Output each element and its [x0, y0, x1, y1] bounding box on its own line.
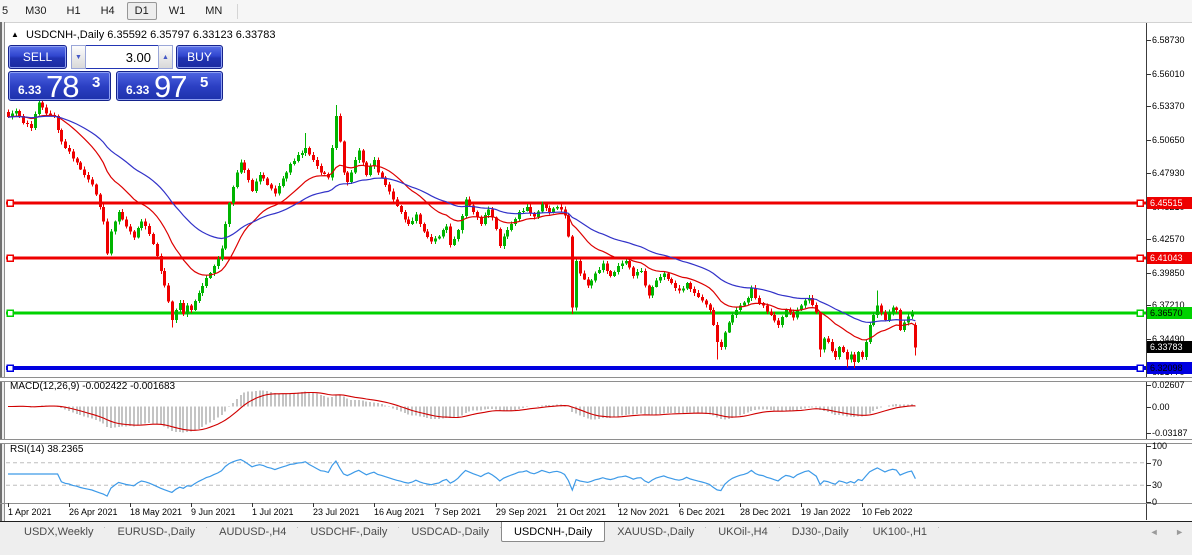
date-axis-separator — [0, 503, 1192, 504]
chart-tab-usdx-weekly[interactable]: USDX,Weekly — [12, 522, 106, 542]
one-click-trading-panel: SELL ▼ ▲ BUY 6.33 78 3 6.33 97 5 — [8, 45, 223, 104]
chart-tab-usdchf-daily[interactable]: USDCHF-,Daily — [298, 522, 400, 542]
macd-splitter[interactable] — [0, 377, 1192, 382]
hline-handle[interactable] — [6, 364, 14, 372]
buy-button[interactable]: BUY — [176, 45, 223, 69]
chart-tabs-bar: USDX,Weekly EURUSD-,Daily AUDUSD-,H4 USDCHF… — [0, 521, 1192, 555]
sell-price-pip-digit: 3 — [92, 74, 101, 91]
price-axis-separator — [1146, 23, 1147, 520]
timeframe-button-5[interactable]: 5 — [2, 5, 9, 17]
timeframe-button-d1[interactable]: D1 — [126, 2, 157, 20]
macd-label: MACD(12,26,9) -0.002422 -0.001683 — [10, 381, 176, 392]
axis-ticks — [8, 40, 1151, 507]
timeframe-button-h1[interactable]: H1 — [66, 5, 81, 17]
timeframe-button-w1[interactable]: W1 — [168, 5, 186, 17]
rsi-levels — [6, 462, 1146, 486]
rsi-line — [8, 458, 916, 497]
toolbar-separator — [237, 3, 239, 19]
volume-input[interactable] — [86, 45, 158, 69]
sell-price-big-digits: 78 — [46, 69, 79, 104]
timeframe-toolbar: 5 M30 H1 H4 D1 W1 MN — [0, 0, 1192, 23]
rsi-splitter[interactable] — [0, 439, 1192, 444]
hline-handle[interactable] — [6, 309, 14, 317]
hline-handle[interactable] — [6, 199, 14, 207]
sell-price-display[interactable]: 6.33 78 3 — [8, 69, 111, 104]
sell-button[interactable]: SELL — [8, 45, 67, 69]
hline-handle[interactable] — [1136, 199, 1144, 207]
rsi-label: RSI(14) 38.2365 — [10, 444, 84, 455]
window-left-border — [0, 22, 5, 521]
horizontal-levels — [6, 199, 1146, 372]
hline-handle[interactable] — [1136, 254, 1144, 262]
ma-fast-line — [7, 114, 916, 341]
buy-price-prefix: 6.33 — [126, 83, 150, 97]
chart-tab-xauusd-daily[interactable]: XAUUSD-,Daily — [605, 522, 707, 542]
chart-symbol-period: USDCNH-,Daily — [25, 29, 105, 41]
buy-price-big-digits: 97 — [154, 69, 187, 104]
volume-increase-button[interactable]: ▲ — [158, 45, 173, 69]
chart-title: ▲ USDCNH-,Daily 6.35592 6.35797 6.33123 … — [11, 29, 276, 41]
timeframe-button-mn[interactable]: MN — [205, 5, 223, 17]
volume-decrease-button[interactable]: ▼ — [71, 45, 86, 69]
tabs-scroll-left-button[interactable]: ◄ — [1149, 527, 1159, 537]
macd-signal-line — [8, 391, 916, 431]
macd-histogram — [11, 390, 916, 433]
chart-tab-dj30-daily[interactable]: DJ30-,Daily — [780, 522, 861, 542]
chart-tab-ukoil-h4[interactable]: UKOil-,H4 — [706, 522, 780, 542]
chart-tab-uk100-h1[interactable]: UK100-,H1 — [861, 522, 940, 542]
collapse-panel-icon[interactable]: ▲ — [11, 30, 19, 39]
chart-tab-usdcad-daily[interactable]: USDCAD-,Daily — [399, 522, 501, 542]
timeframe-button-h4[interactable]: H4 — [100, 5, 115, 17]
chart-ohlc-values: 6.35592 6.35797 6.33123 6.33783 — [107, 29, 276, 41]
chart-tab-audusd-h4[interactable]: AUDUSD-,H4 — [207, 522, 299, 542]
sell-price-prefix: 6.33 — [18, 83, 42, 97]
tabs-scroll-arrows: ◄ ► — [1136, 527, 1184, 537]
chart-tab-usdcnh-daily[interactable]: USDCNH-,Daily — [500, 522, 606, 542]
tabs-scroll-right-button[interactable]: ► — [1175, 527, 1184, 537]
chart-tab-eurusd-daily[interactable]: EURUSD-,Daily — [105, 522, 207, 542]
hline-handle[interactable] — [6, 254, 14, 262]
timeframe-button-m30[interactable]: M30 — [25, 5, 47, 17]
buy-price-display[interactable]: 6.33 97 5 — [116, 69, 223, 104]
hline-handle[interactable] — [1136, 309, 1144, 317]
ma-slow-line — [7, 115, 916, 324]
hline-handle[interactable] — [1136, 364, 1144, 372]
candlestick-series — [7, 92, 917, 368]
buy-price-pip-digit: 5 — [200, 74, 209, 91]
